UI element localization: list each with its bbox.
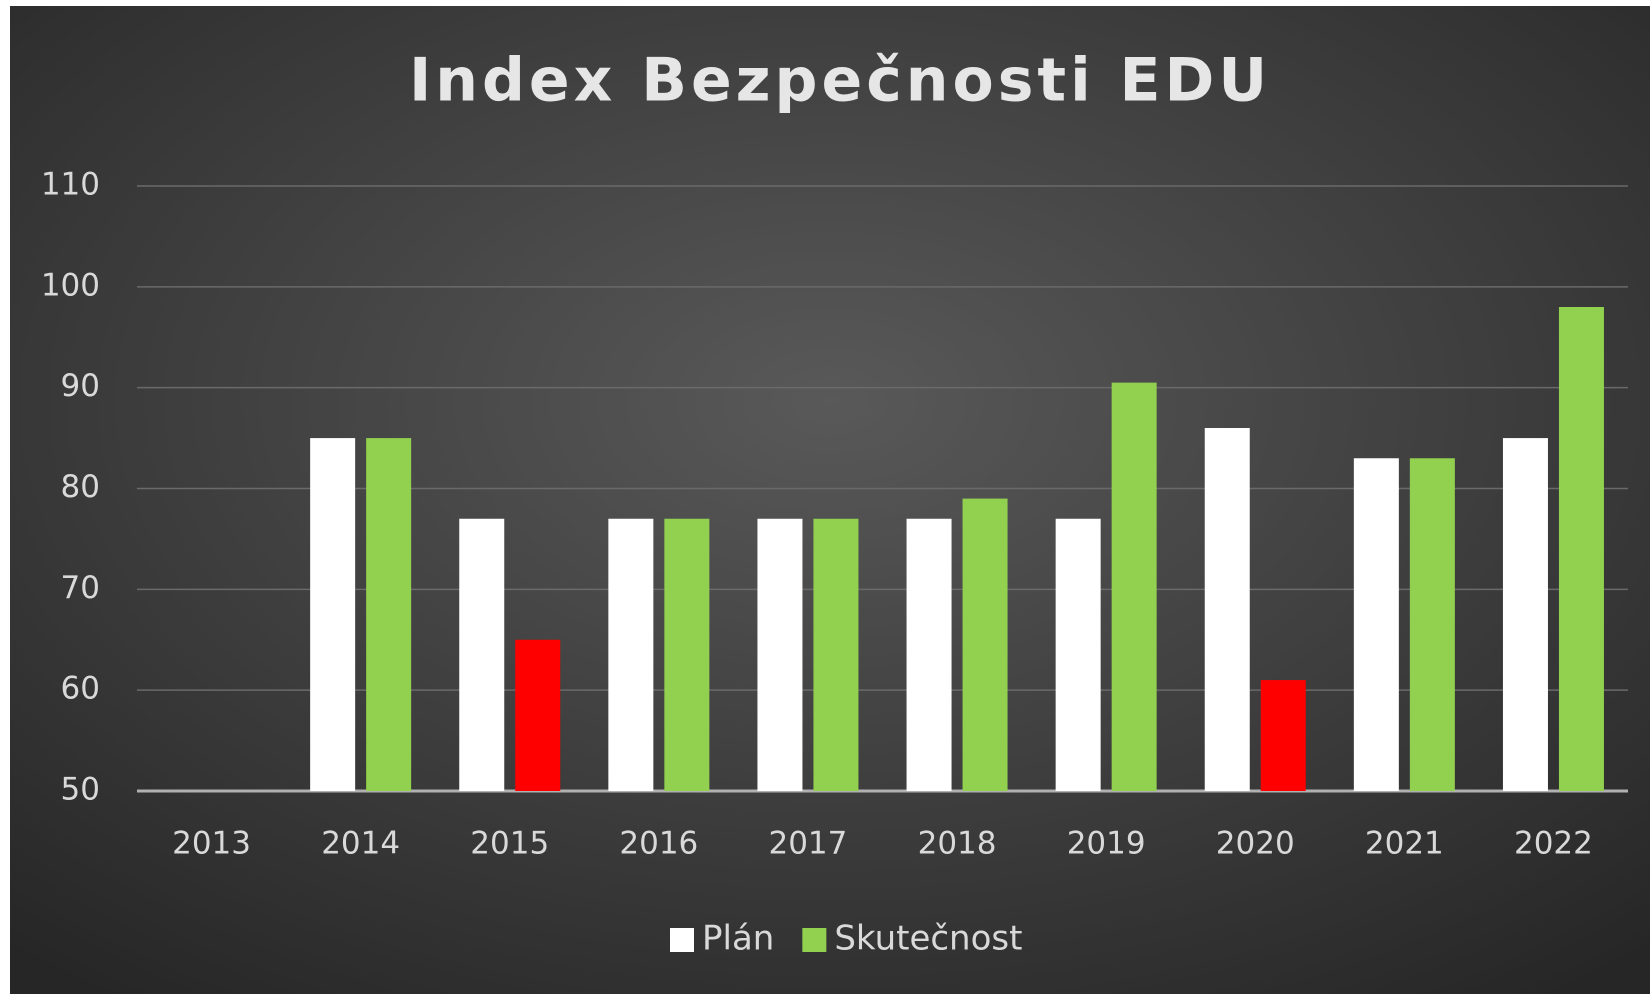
- y-tick-label: 70: [61, 570, 100, 606]
- y-tick-label: 60: [61, 671, 100, 707]
- x-tick-label: 2020: [1216, 826, 1295, 862]
- bar: [1260, 680, 1306, 791]
- y-tick-label: 80: [61, 469, 100, 505]
- bar: [664, 518, 710, 791]
- bar: [1204, 428, 1250, 791]
- bar: [608, 518, 654, 791]
- bar: [757, 518, 803, 791]
- bar: [1409, 458, 1455, 791]
- bar: [1558, 307, 1604, 791]
- bar: [1111, 382, 1157, 791]
- x-tick-label: 2018: [918, 826, 997, 862]
- bar: [1055, 518, 1101, 791]
- y-tick-label: 90: [61, 368, 100, 404]
- bar: [1353, 458, 1399, 791]
- bar: [515, 639, 561, 791]
- x-tick-label: 2019: [1067, 826, 1146, 862]
- x-tick-label: 2013: [172, 826, 251, 862]
- bar: [459, 518, 505, 791]
- x-tick-label: 2021: [1365, 826, 1444, 862]
- bar: [906, 518, 952, 791]
- bar: [310, 438, 356, 791]
- bar: [813, 518, 859, 791]
- y-tick-label: 50: [61, 772, 100, 808]
- bar: [962, 498, 1008, 791]
- legend-label: Skutečnost: [834, 919, 1022, 959]
- legend-label: Plán: [702, 919, 774, 959]
- x-tick-label: 2016: [619, 826, 698, 862]
- x-tick-label: 2014: [321, 826, 400, 862]
- x-tick-label: 2015: [470, 826, 549, 862]
- chart-title: Index Bezpečnosti EDU: [409, 46, 1271, 116]
- y-tick-label: 100: [41, 267, 100, 303]
- bar: [366, 438, 412, 791]
- legend-swatch: [670, 928, 694, 952]
- legend-swatch: [802, 928, 827, 952]
- x-tick-label: 2017: [768, 826, 847, 862]
- bar: [1502, 438, 1548, 791]
- y-tick-label: 110: [41, 167, 100, 203]
- x-tick-label: 2022: [1514, 826, 1593, 862]
